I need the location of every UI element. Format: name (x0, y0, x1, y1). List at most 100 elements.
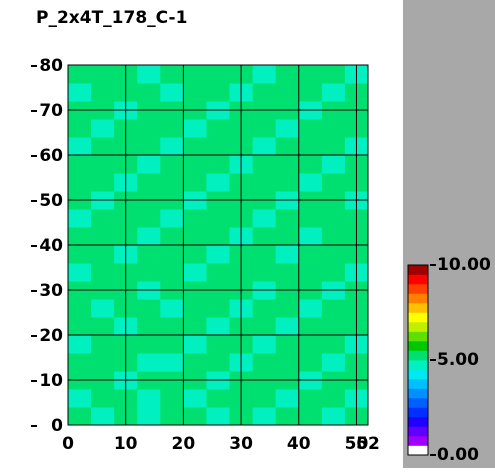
heatmap-cell (206, 119, 231, 138)
heatmap-cell (275, 317, 300, 336)
heatmap-cell (252, 209, 277, 228)
heatmap-cell (183, 335, 207, 354)
colorbar-swatch (408, 341, 428, 351)
heatmap-cell (68, 119, 92, 138)
heatmap-cell (68, 137, 92, 156)
heatmap-cell (321, 389, 346, 408)
heatmap-cell (137, 317, 161, 336)
y-tick-label: 40 (39, 236, 63, 256)
heatmap-cell (68, 353, 92, 372)
heatmap-cell (137, 119, 161, 138)
heatmap-cell (252, 227, 277, 246)
heatmap-cell (160, 119, 184, 138)
heatmap-cell (68, 299, 92, 318)
heatmap-cell (206, 65, 231, 84)
y-tick-label: 0 (51, 416, 63, 436)
heatmap-cell (275, 65, 300, 84)
heatmap-cell (137, 245, 161, 264)
heatmap-cell (91, 353, 115, 372)
colorbar-swatch (408, 379, 428, 389)
heatmap-cell (91, 227, 115, 246)
heatmap-cell (183, 353, 207, 372)
heatmap-cell (206, 137, 231, 156)
heatmap-cell (183, 65, 207, 84)
heatmap-cell (275, 137, 300, 156)
heatmap-cell (91, 173, 115, 192)
heatmap-cell (252, 335, 277, 354)
heatmap-cell (252, 83, 277, 102)
heatmap-cell (160, 227, 184, 246)
x-tick-label: 30 (229, 434, 253, 454)
x-tick-label: 10 (114, 434, 138, 454)
heatmap-cell (321, 353, 346, 372)
heatmap-cell (206, 353, 231, 372)
heatmap-cell (298, 263, 323, 282)
heatmap-cell (137, 299, 161, 318)
heatmap-cell (206, 173, 231, 192)
heatmap-cell (91, 83, 115, 102)
colorbar-swatch (408, 369, 428, 380)
heatmap-cell (275, 83, 300, 102)
heatmap-cell (137, 173, 161, 192)
heatmap-cell (68, 173, 92, 192)
heatmap-cell (160, 245, 184, 264)
colorbar-label: 0.00 (437, 445, 479, 465)
heatmap-cell (206, 389, 231, 408)
heatmap-cell (275, 335, 300, 354)
heatmap-cell (321, 83, 346, 102)
heatmap-cell (321, 407, 346, 426)
heatmap-cell (298, 407, 323, 426)
heatmap-cell (298, 173, 323, 192)
heatmap-cell (91, 299, 115, 318)
heatmap-cell (298, 119, 323, 138)
heatmap-cell (275, 155, 300, 174)
heatmap-cell (275, 209, 300, 228)
heatmap-cell (183, 173, 207, 192)
colorbar-swatch (408, 303, 428, 313)
heatmap-cell (206, 227, 231, 246)
heatmap-cell (275, 353, 300, 372)
heatmap-cell (160, 137, 184, 156)
heatmap-cell (91, 407, 115, 426)
y-tick-label: 10 (39, 371, 63, 391)
heatmap-cell (137, 137, 161, 156)
heatmap-cell (321, 263, 346, 282)
x-tick-label: 40 (287, 434, 311, 454)
colorbar-swatch (408, 322, 428, 332)
heatmap-cell (137, 389, 161, 408)
heatmap-cell (298, 317, 323, 336)
colorbar-swatch (408, 284, 428, 294)
heatmap-cell (160, 389, 184, 408)
heatmap-cell (91, 155, 115, 174)
heatmap-cell (321, 299, 346, 318)
heatmap-cell (206, 407, 231, 426)
heatmap-cell (252, 317, 277, 336)
heatmap-cell (91, 209, 115, 228)
heatmap-cell (91, 263, 115, 282)
heatmap-cell (275, 119, 300, 138)
heatmap-cell (206, 299, 231, 318)
heatmap-cell (298, 335, 323, 354)
heatmap-cell (321, 65, 346, 84)
colorbar-swatch (408, 312, 428, 323)
heatmap-cell (183, 245, 207, 264)
heatmap-cell (160, 353, 184, 372)
colorbar-swatch (408, 293, 428, 304)
heatmap-cell (91, 119, 115, 138)
heatmap-cell (160, 263, 184, 282)
heatmap-cell (321, 245, 346, 264)
heatmap-cell (321, 119, 346, 138)
heatmap-cell (206, 335, 231, 354)
heatmap-cell (252, 65, 277, 84)
colorbar-swatch (408, 436, 428, 446)
y-tick-label: 70 (39, 101, 63, 121)
y-tick-label: 20 (39, 326, 63, 346)
heatmap-cell (91, 137, 115, 156)
heatmap-cell (298, 83, 323, 102)
heatmap-cell (321, 137, 346, 156)
heatmap-cell (321, 227, 346, 246)
heatmap-cell (275, 245, 300, 264)
heatmap-cell (91, 65, 115, 84)
heatmap-cell (206, 155, 231, 174)
heatmap-cell (298, 155, 323, 174)
